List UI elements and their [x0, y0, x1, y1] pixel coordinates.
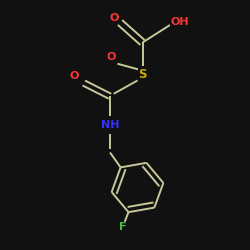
Text: F: F — [119, 222, 127, 232]
Text: O: O — [106, 52, 116, 62]
Text: NH: NH — [101, 120, 119, 130]
Text: O: O — [109, 13, 118, 23]
Text: O: O — [70, 71, 79, 81]
Text: OH: OH — [170, 17, 189, 27]
Text: S: S — [138, 68, 147, 82]
